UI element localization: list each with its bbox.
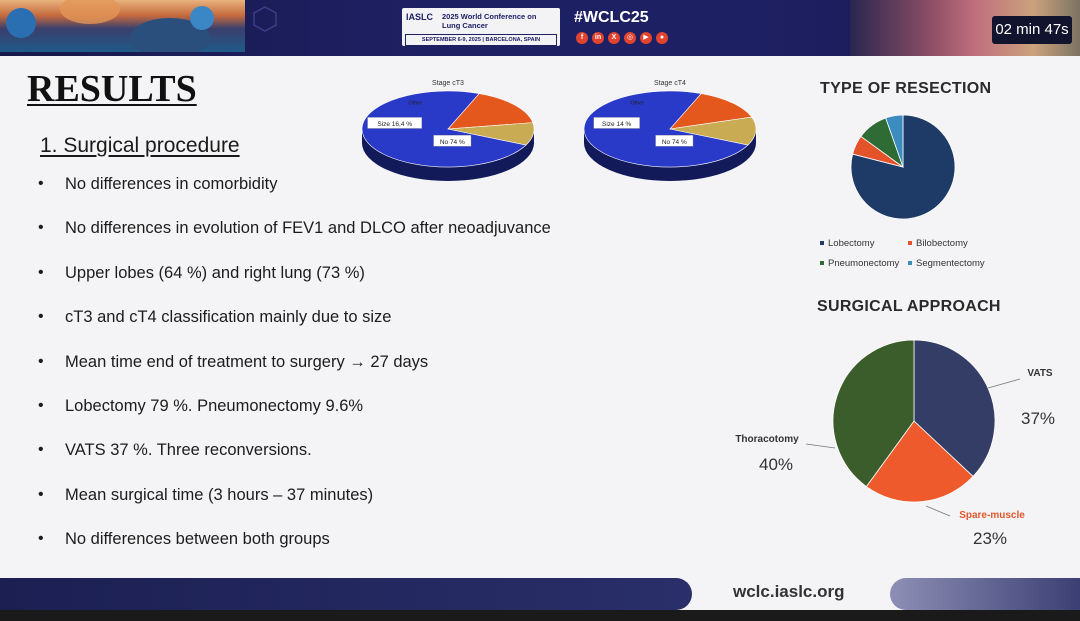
- pie-slice: [832, 339, 915, 488]
- resection-pie-chart: [850, 114, 956, 220]
- slide-title: RESULTS: [27, 68, 197, 110]
- pie-slice: [669, 93, 753, 130]
- stage-pie-title: Stage cT3: [432, 80, 464, 87]
- bullet-list: No differences in comorbidityNo differen…: [38, 174, 551, 574]
- pie-slice: [850, 114, 956, 220]
- bullet-item: No differences in evolution of FEV1 and …: [38, 218, 551, 262]
- pie-slice-label: Other: [408, 101, 422, 107]
- approach-chart-title: SURGICAL APPROACH: [817, 298, 1001, 315]
- legend-item-pneumonectomy: Pneumonectomy: [820, 258, 899, 269]
- stage-pie-ct3: Stage cT3 No 74 % Size 16,4 % Other: [361, 80, 535, 181]
- pie-label-box: [593, 117, 640, 129]
- linkedin-icon[interactable]: in: [592, 32, 604, 44]
- approach-slice-pct: 37%: [1021, 409, 1055, 428]
- bullet-item: No differences in comorbidity: [38, 174, 551, 218]
- stage-pie-title: Stage cT4: [654, 80, 686, 87]
- pie-label-box: [655, 135, 694, 147]
- approach-slice-name: Spare-muscle: [959, 510, 1025, 521]
- approach-pie-chart: VATS 37% Spare-muscle 23% Thoracotomy 40%: [735, 339, 1055, 548]
- facebook-icon[interactable]: f: [576, 32, 588, 44]
- pie-slice: [583, 90, 749, 168]
- pie-slice-label: No 74 %: [662, 139, 687, 146]
- approach-slice-name: VATS: [1027, 368, 1053, 379]
- legend-item-segmentectomy: Segmentectomy: [908, 258, 985, 269]
- pie-slice-label: Size 16,4 %: [377, 121, 412, 128]
- footer-bottom-edge: [0, 610, 1080, 621]
- approach-slice-name: Thoracotomy: [735, 434, 799, 445]
- conference-header: IASLC 2025 World Conference on Lung Canc…: [0, 0, 1080, 56]
- pie-slice: [865, 420, 974, 503]
- approach-pie: [832, 339, 996, 503]
- hexagon-decoration-icon: [253, 6, 277, 32]
- bullet-item: cT3 and cT4 classification mainly due to…: [38, 307, 551, 351]
- conference-logo-box: IASLC 2025 World Conference on Lung Canc…: [402, 8, 560, 46]
- hashtag: #WCLC25: [574, 9, 649, 26]
- social-icons: f in X ◎ ▶ ●: [576, 32, 668, 44]
- pie-slice: [913, 339, 996, 478]
- pie-slice-label: No 74 %: [440, 139, 465, 146]
- pie-slice: [447, 93, 534, 130]
- bullet-item: Upper lobes (64 %) and right lung (73 %): [38, 263, 551, 307]
- legend-item-lobectomy: Lobectomy: [820, 238, 874, 249]
- footer: wclc.iaslc.org: [0, 578, 1080, 621]
- resection-chart-title: TYPE OF RESECTION: [820, 80, 992, 97]
- conference-dates: SEPTEMBER 6-9, 2025 | BARCELONA, SPAIN: [405, 34, 557, 46]
- footer-url[interactable]: wclc.iaslc.org: [733, 582, 845, 601]
- instagram-icon[interactable]: ◎: [624, 32, 636, 44]
- barcelona-banner-image: [0, 0, 245, 52]
- approach-slice-pct: 40%: [759, 455, 793, 474]
- pie-slice-label: Other: [630, 101, 644, 107]
- resection-legend: Lobectomy Bilobectomy Pneumonectomy Segm…: [820, 238, 1020, 278]
- approach-slice-pct: 23%: [973, 529, 1007, 548]
- resection-pie: [850, 114, 956, 220]
- legend-item-bilobectomy: Bilobectomy: [908, 238, 968, 249]
- footer-bar-right: [890, 578, 1080, 610]
- bullet-item: Lobectomy 79 %. Pneumonectomy 9.6%: [38, 396, 551, 440]
- stage-pie-ct4: Stage cT4 No 74 % Size 14 % Other: [583, 80, 757, 181]
- iaslc-logo: IASLC: [406, 12, 433, 22]
- x-icon[interactable]: X: [608, 32, 620, 44]
- footer-bar-left: [0, 578, 692, 610]
- bullet-item: Mean time end of treatment to surgery → …: [38, 352, 551, 396]
- conference-title: 2025 World Conference on Lung Cancer: [442, 12, 537, 30]
- pie-slice: [669, 116, 757, 146]
- countdown-timer: 02 min 47s: [992, 16, 1072, 44]
- pie-slice: [885, 114, 904, 168]
- bullet-item: Mean surgical time (3 hours – 37 minutes…: [38, 485, 551, 529]
- leader-line: [805, 443, 836, 449]
- leader-line: [925, 505, 951, 517]
- pie-slice: [447, 122, 535, 146]
- slide-subtitle: 1. Surgical procedure: [40, 134, 240, 157]
- slide: RESULTS 1. Surgical procedure No differe…: [0, 56, 1080, 578]
- bullet-item: No differences between both groups: [38, 529, 551, 573]
- youtube-icon[interactable]: ▶: [640, 32, 652, 44]
- wechat-icon[interactable]: ●: [656, 32, 668, 44]
- pie-slice-label: Size 14 %: [602, 121, 631, 128]
- barcelona-right-image: 02 min 47s: [850, 0, 1080, 56]
- pie-slice: [361, 90, 527, 168]
- pie-label-box: [367, 117, 422, 129]
- pie-label-box: [433, 135, 472, 147]
- leader-line: [987, 378, 1021, 389]
- bullet-item: VATS 37 %. Three reconversions.: [38, 440, 551, 484]
